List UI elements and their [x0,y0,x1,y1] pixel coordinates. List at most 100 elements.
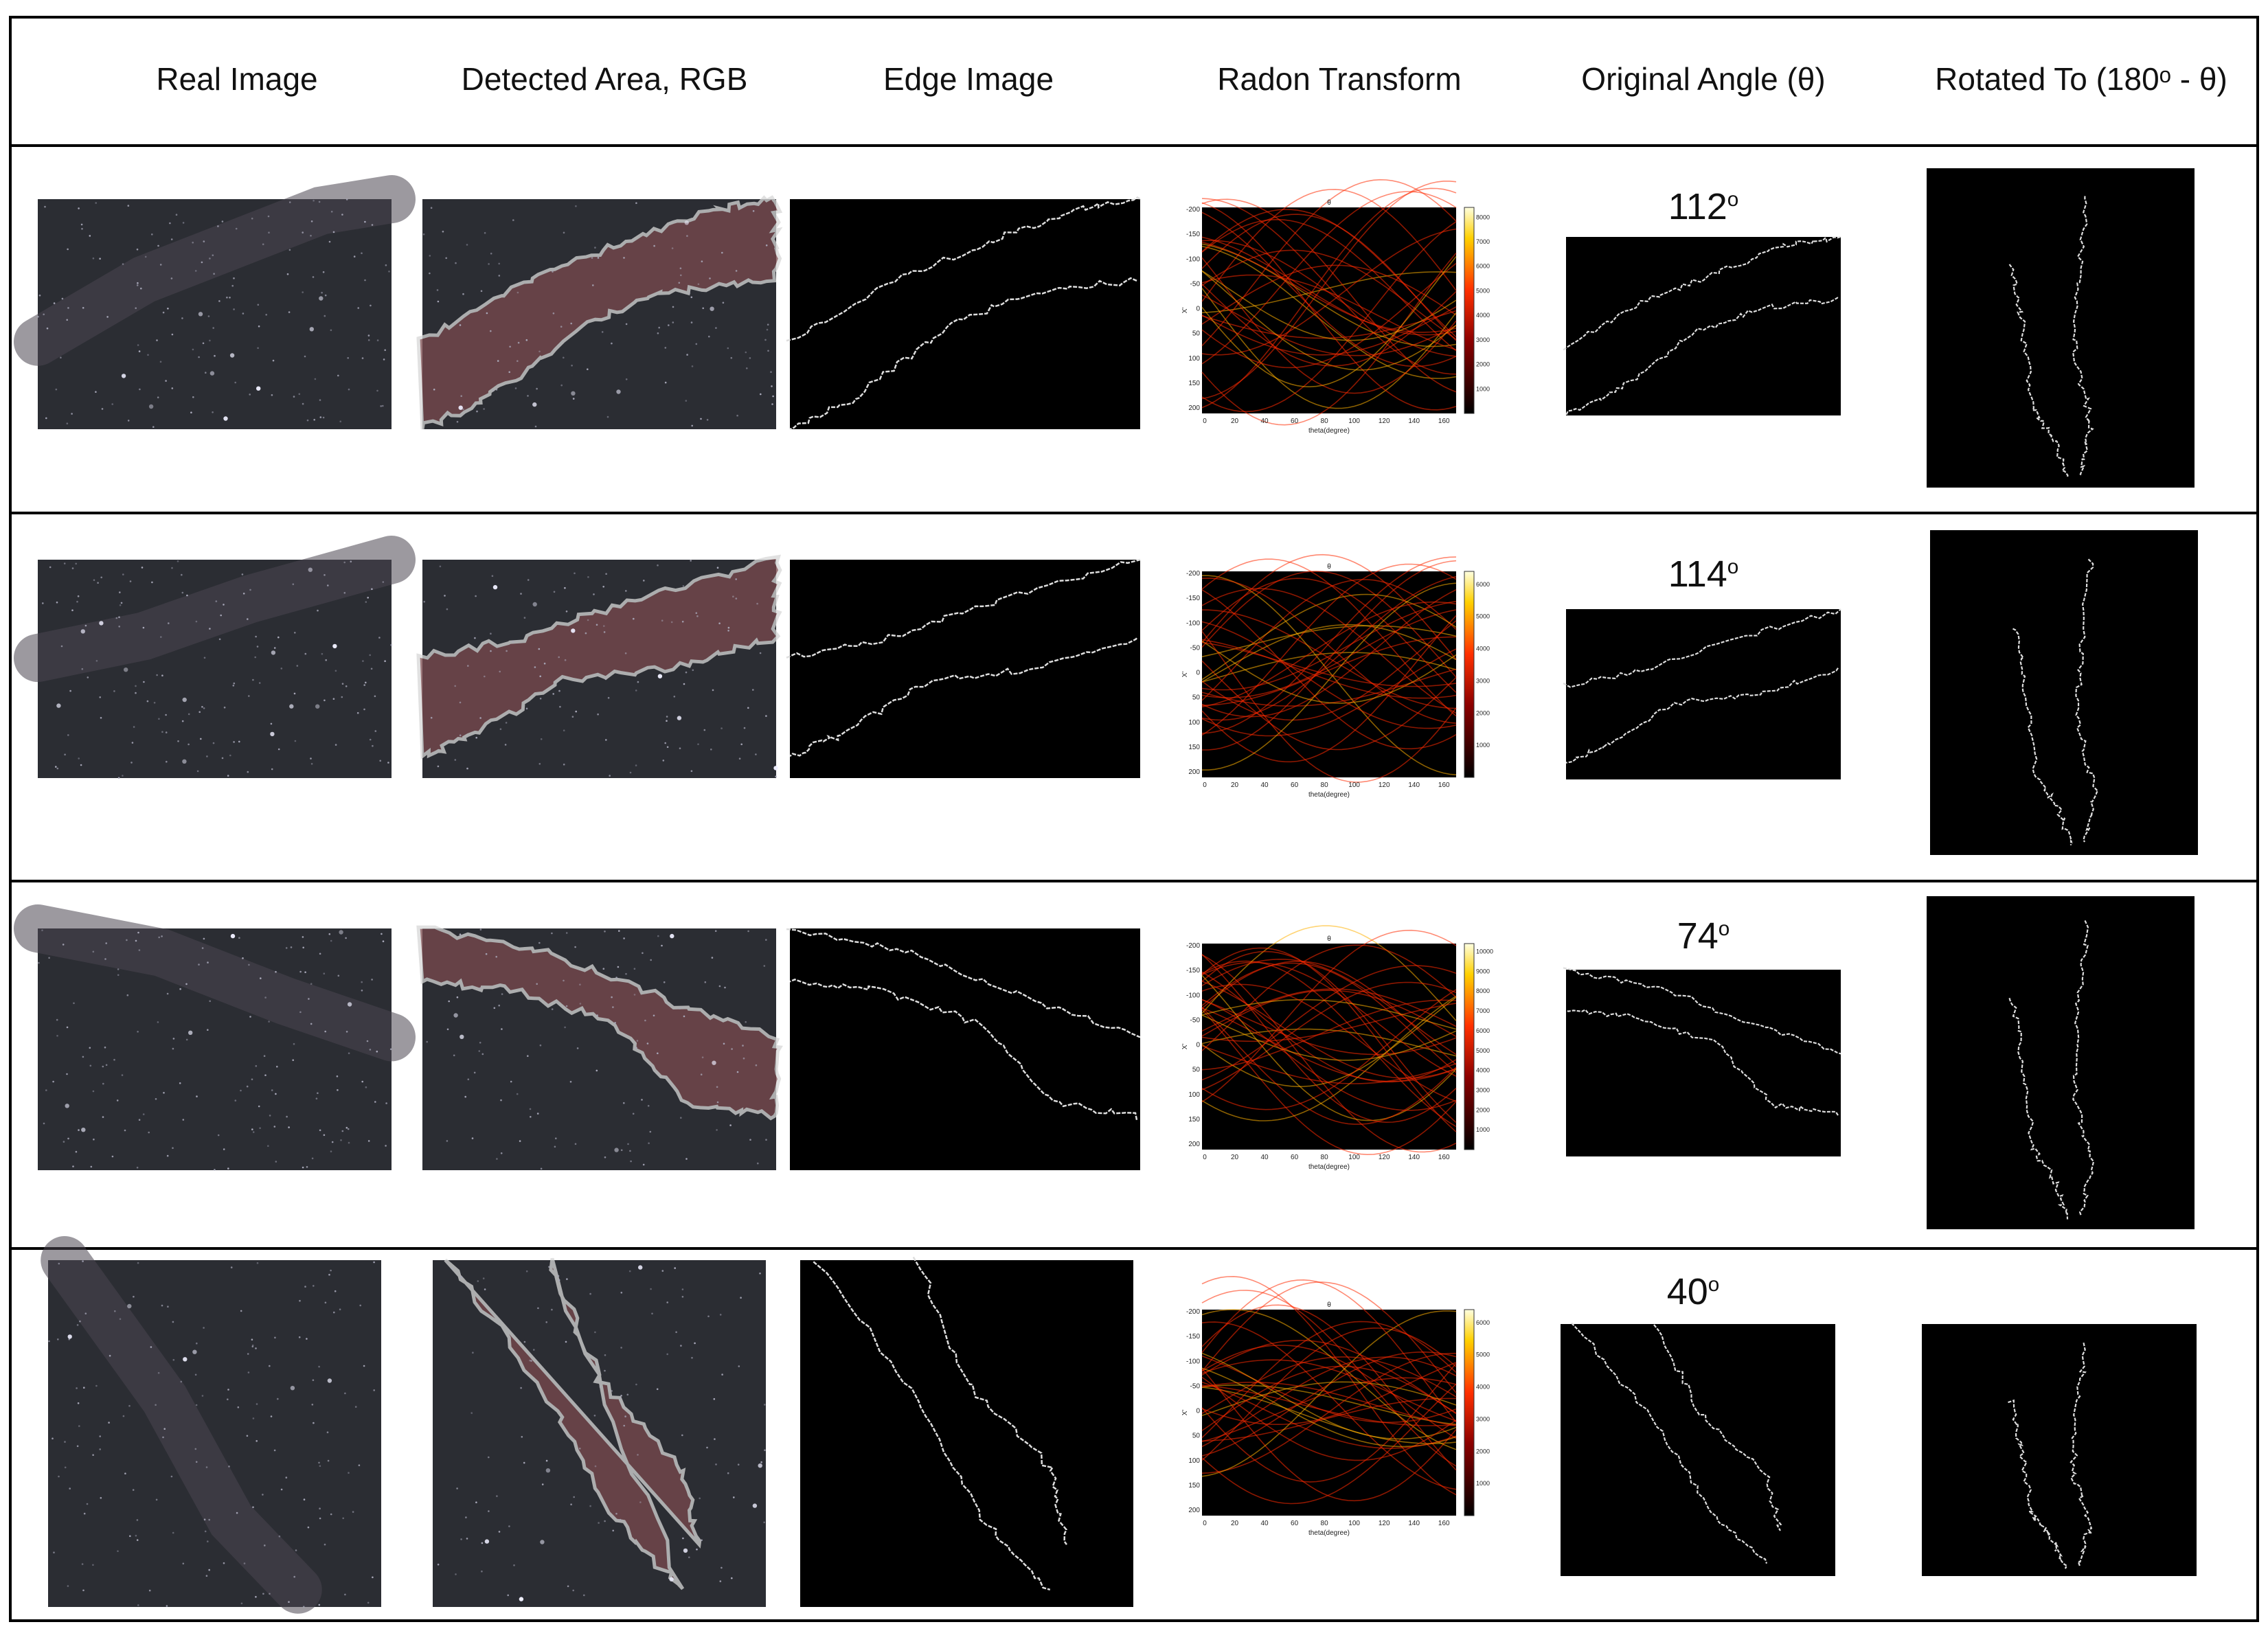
radon-title: θ [1327,935,1331,943]
header-original-angle: Original Angle (θ) [1581,61,1826,97]
colorbar-tick: 6000 [1476,1319,1490,1326]
colorbar-tick: 1000 [1476,385,1490,392]
colorbar-tick: 5000 [1476,1047,1490,1054]
figure-row-4: θ 0 20 40 60 80 100 120 140 160 theta(degree) -200 -… [41,1236,2197,1614]
radon-y-tick: 0 [1196,1042,1200,1049]
radon-x-tick: 60 [1291,782,1299,789]
radon-x-tick: 140 [1408,1154,1420,1161]
radon-ylabel: X' [1181,308,1189,314]
radon-x-tick: 120 [1379,782,1390,789]
radon-x-tick: 80 [1321,782,1329,789]
detected-area-row-2 [416,554,782,778]
radon-x-tick: 160 [1438,418,1450,425]
radon-y-tick: 100 [1188,719,1200,727]
original-angle-image-row-1 [1563,236,1841,416]
radon-x-tick: 20 [1231,1154,1239,1161]
colorbar-tick: 2000 [1476,709,1490,716]
angle-label-row-1: 112o [1668,186,1739,227]
edge-image-row-4 [800,1256,1133,1607]
original-angle-image-row-4 [1561,1322,1835,1576]
radon-y-tick: -100 [1186,619,1200,627]
radon-x-tick: 20 [1231,418,1239,425]
radon-x-tick: 80 [1321,418,1329,425]
radon-x-tick: 80 [1321,1520,1329,1527]
edge-image-row-3 [786,928,1141,1170]
radon-y-tick: -200 [1186,1308,1200,1316]
radon-y-tick: -150 [1186,1333,1200,1341]
radon-y-tick: 50 [1192,1067,1201,1074]
radon-xlabel: theta(degree) [1308,1163,1350,1171]
real-image-row-2 [14,536,416,779]
radon-plot-row-1: θ 0 20 40 60 80 100 120 140 160 theta(degree) -200 -… [1181,179,1490,435]
colorbar-tick: 5000 [1476,287,1490,294]
radon-title: θ [1327,1301,1331,1309]
radon-title: θ [1327,563,1331,571]
radon-title: θ [1327,199,1331,207]
radon-x-tick: 40 [1260,1154,1269,1161]
angle-label-row-3: 74o [1677,915,1730,957]
radon-x-tick: 0 [1203,782,1207,789]
radon-y-tick: -200 [1186,570,1200,578]
detected-area-row-1 [416,195,783,430]
header-rotated-to: Rotated To (180ᵒ - θ) [1935,61,2227,97]
figure-row-1: θ 0 20 40 60 80 100 120 140 160 theta(degree) -200 -… [14,168,2195,488]
radon-y-tick: -150 [1186,595,1200,602]
colorbar-tick: 4000 [1476,646,1490,652]
radon-xlabel: theta(degree) [1308,791,1350,799]
radon-y-tick: 0 [1196,670,1200,677]
radon-x-tick: 160 [1438,782,1450,789]
radon-y-tick: 200 [1188,1507,1200,1514]
original-angle-image-row-2 [1563,608,1841,779]
radon-x-tick: 0 [1203,1520,1207,1527]
radon-y-tick: 100 [1188,355,1200,363]
radon-y-tick: 100 [1188,1457,1200,1465]
colorbar-tick: 4000 [1476,312,1490,319]
colorbar-tick: 9000 [1476,968,1490,974]
real-image-row-3 [14,904,416,1171]
radon-x-tick: 40 [1260,1520,1269,1527]
colorbar-tick: 1000 [1476,1126,1490,1133]
colorbar-tick: 7000 [1476,1007,1490,1014]
radon-plot-row-2: θ 0 20 40 60 80 100 120 140 160 theta(degree) -200 -… [1181,554,1490,799]
radon-ylabel: X' [1181,1044,1189,1050]
radon-x-tick: 100 [1348,782,1360,789]
radon-y-tick: -50 [1190,280,1201,288]
real-image-row-4 [41,1236,381,1614]
colorbar-tick: 3000 [1476,337,1490,343]
colorbar-tick: 3000 [1476,1086,1490,1093]
radon-xlabel: theta(degree) [1308,427,1350,435]
radon-y-tick: 50 [1192,694,1201,702]
real-image-row-1 [14,175,416,429]
radon-y-tick: -150 [1186,967,1200,974]
radon-y-tick: -50 [1190,1016,1201,1024]
radon-ylabel: X' [1181,1410,1189,1416]
radon-x-tick: 160 [1438,1154,1450,1161]
detected-area-row-3 [416,925,783,1170]
colorbar-tick: 1000 [1476,742,1490,749]
radon-y-tick: -200 [1186,206,1200,214]
colorbar-tick: 10000 [1476,948,1493,955]
rotated-image-row-1 [1927,168,2195,488]
radon-x-tick: 40 [1260,418,1269,425]
radon-x-tick: 60 [1291,418,1299,425]
colorbar-tick: 4000 [1476,1067,1490,1074]
radon-x-tick: 20 [1231,1520,1239,1527]
colorbar-tick: 4000 [1476,1384,1490,1391]
radon-x-tick: 140 [1408,782,1420,789]
header-real-image: Real Image [156,61,318,97]
colorbar-tick: 6000 [1476,1027,1490,1034]
radon-x-tick: 0 [1203,418,1207,425]
colorbar-tick: 6000 [1476,263,1490,270]
radon-y-tick: 150 [1188,744,1200,751]
radon-y-tick: 0 [1196,306,1200,313]
radon-y-tick: 50 [1192,330,1201,338]
radon-x-tick: 60 [1291,1520,1299,1527]
angle-label-row-2: 114o [1668,554,1739,595]
original-angle-image-row-3 [1563,967,1841,1156]
radon-y-tick: 50 [1192,1433,1201,1440]
header-radon-transform: Radon Transform [1217,61,1462,97]
radon-y-tick: -100 [1186,255,1200,263]
angle-label-row-4: 40o [1666,1271,1720,1312]
radon-y-tick: -100 [1186,1358,1200,1365]
radon-x-tick: 120 [1379,418,1390,425]
